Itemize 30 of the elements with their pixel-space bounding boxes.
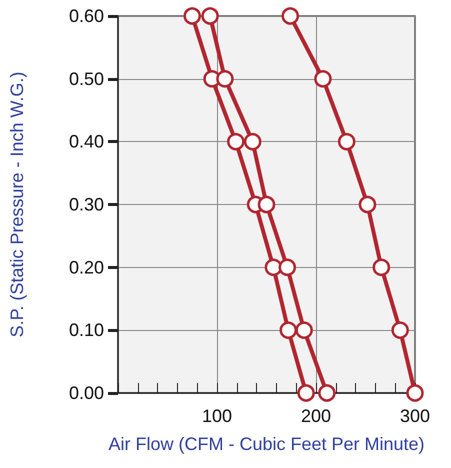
point (391, 321, 409, 339)
point (358, 196, 376, 214)
point (244, 132, 262, 150)
y-tick-label: 0.40 (68, 132, 104, 152)
y-tick-label: 0.30 (68, 194, 104, 214)
point (297, 384, 315, 402)
point (314, 70, 332, 88)
y-tick-label: 0.20 (68, 257, 104, 278)
point (227, 132, 245, 150)
x-tick-label: 200 (300, 406, 332, 426)
x-axis-title: Air Flow (CFM - Cubic Feet Per Minute) (108, 434, 425, 454)
point (372, 258, 390, 276)
y-tick-label: 0.10 (68, 320, 104, 340)
y-tick-label: 0.00 (68, 383, 104, 403)
point (201, 7, 219, 25)
y-axis-title: S.P. (Static Pressure - Inch W.G.) (7, 72, 27, 338)
point (258, 196, 276, 214)
point (338, 132, 356, 150)
point (280, 321, 298, 339)
point (278, 258, 296, 276)
point (282, 7, 300, 25)
point (295, 321, 313, 339)
y-tick-label: 0.60 (68, 6, 104, 26)
point (184, 7, 201, 25)
x-tick-label: 300 (400, 406, 430, 426)
x-tick-label: 100 (202, 406, 232, 426)
point (216, 70, 234, 88)
point (318, 384, 336, 402)
point (264, 258, 282, 276)
y-tick-label: 0.50 (68, 68, 104, 89)
